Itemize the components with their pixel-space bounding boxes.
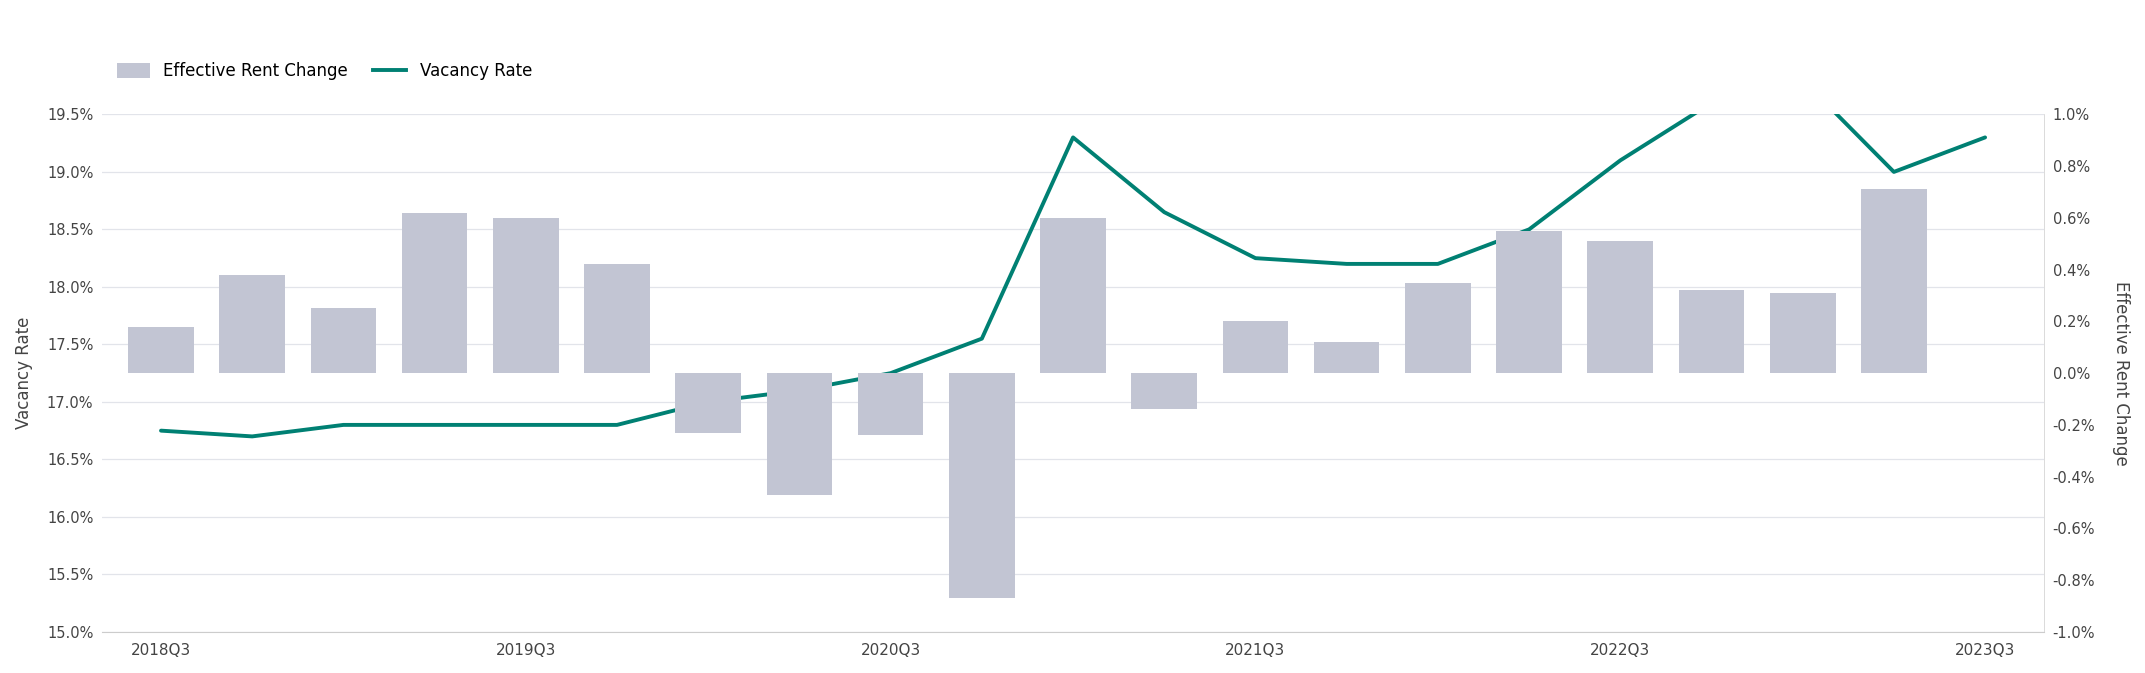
Bar bbox=[1587, 241, 1654, 373]
Bar bbox=[1315, 342, 1379, 373]
Y-axis label: Effective Rent Change: Effective Rent Change bbox=[2113, 281, 2130, 466]
Bar bbox=[129, 326, 193, 373]
Bar bbox=[1770, 293, 1836, 373]
Bar bbox=[948, 373, 1015, 598]
Bar bbox=[583, 264, 650, 373]
Bar bbox=[1130, 373, 1197, 409]
Legend: Effective Rent Change, Vacancy Rate: Effective Rent Change, Vacancy Rate bbox=[109, 55, 538, 87]
Y-axis label: Vacancy Rate: Vacancy Rate bbox=[15, 317, 32, 429]
Bar bbox=[1862, 189, 1926, 373]
Bar bbox=[493, 218, 558, 373]
Bar bbox=[766, 373, 832, 495]
Bar bbox=[1497, 231, 1562, 373]
Bar bbox=[401, 213, 468, 373]
Bar bbox=[1405, 283, 1471, 373]
Bar bbox=[311, 308, 375, 373]
Bar bbox=[858, 373, 924, 435]
Bar bbox=[676, 373, 740, 433]
Bar bbox=[1223, 322, 1289, 373]
Bar bbox=[219, 275, 285, 373]
Bar bbox=[1040, 218, 1107, 373]
Bar bbox=[1680, 290, 1744, 373]
